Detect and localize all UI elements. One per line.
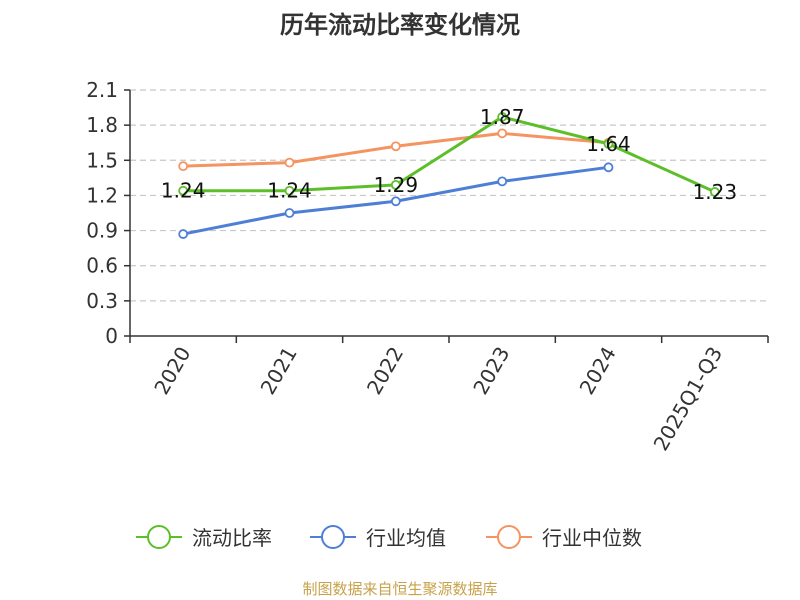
data-point-s0-2024[interactable] bbox=[603, 138, 614, 149]
data-labels: 1.24 1.24 1.29 1.87 1.64 1.23 bbox=[161, 105, 737, 204]
legend-item-0[interactable]: 流动比率 bbox=[136, 525, 272, 550]
legend-item-2[interactable]: 行业中位数 bbox=[486, 525, 642, 550]
x-tick-label-2025Q1-Q3: 2025Q1-Q3 bbox=[648, 343, 727, 455]
data-point-s2-2020[interactable] bbox=[178, 161, 189, 172]
y-tick-label: 0 bbox=[105, 324, 118, 348]
x-tick-label-2020: 2020 bbox=[149, 343, 195, 399]
data-point-s0-2020[interactable] bbox=[178, 185, 189, 196]
data-label-2021: 1.24 bbox=[267, 179, 312, 203]
legend[interactable]: 流动比率 行业均值 行业中位数 bbox=[136, 525, 642, 550]
source-note: 制图数据来自恒生聚源数据库 bbox=[302, 580, 497, 598]
y-tick-label: 0.3 bbox=[86, 289, 118, 313]
data-label-2022: 1.29 bbox=[374, 173, 419, 197]
data-label-2024: 1.64 bbox=[586, 132, 631, 156]
x-tick-label-2021: 2021 bbox=[256, 343, 302, 399]
data-label-2023: 1.87 bbox=[480, 105, 525, 129]
data-label-2020: 1.24 bbox=[161, 179, 206, 203]
data-point-s1-2023[interactable] bbox=[497, 176, 508, 187]
legend-circle-icon bbox=[321, 525, 345, 549]
y-tick-label: 0.9 bbox=[86, 219, 118, 243]
x-tick-label-2022: 2022 bbox=[362, 343, 408, 399]
data-point-s2-2021[interactable] bbox=[284, 157, 295, 168]
data-point-s1-2022[interactable] bbox=[390, 196, 401, 207]
data-point-s1-2021[interactable] bbox=[284, 208, 295, 218]
chart-title: 历年流动比率变化情况 bbox=[280, 11, 520, 39]
y-tick-label: 1.8 bbox=[86, 113, 118, 137]
y-tick-label: 1.5 bbox=[86, 148, 118, 172]
y-tick-label: 0.6 bbox=[86, 254, 118, 278]
x-tick-label-2024: 2024 bbox=[575, 343, 621, 399]
legend-circle-icon bbox=[497, 525, 521, 549]
legend-label: 行业均值 bbox=[366, 526, 446, 550]
legend-circle-icon bbox=[147, 525, 171, 549]
legend-item-1[interactable]: 行业均值 bbox=[310, 525, 446, 550]
data-point-s0-2023[interactable] bbox=[497, 112, 508, 122]
y-tick-label: 1.2 bbox=[86, 183, 118, 207]
x-tick-label-2023: 2023 bbox=[468, 342, 514, 398]
data-point-s2-2022[interactable] bbox=[390, 141, 401, 152]
data-point-s2-2023[interactable] bbox=[497, 128, 508, 139]
series-lines bbox=[178, 112, 720, 239]
y-tick-label: 2.1 bbox=[86, 78, 118, 102]
legend-label: 流动比率 bbox=[192, 526, 272, 550]
data-point-s0-2022[interactable] bbox=[390, 179, 401, 190]
data-point-s0-2025Q1-Q3[interactable] bbox=[709, 187, 720, 197]
grid-lines bbox=[130, 89, 768, 302]
data-point-s1-2024[interactable] bbox=[603, 162, 614, 173]
data-label-2025Q1-Q3: 1.23 bbox=[693, 180, 738, 204]
data-point-s0-2021[interactable] bbox=[284, 185, 295, 196]
series-line-0 bbox=[183, 115, 716, 194]
legend-label: 行业中位数 bbox=[542, 526, 642, 550]
axes: 0 0.3 0.6 0.9 1.2 1.5 1.8 2.1 2020 2021 2022 2023 20… bbox=[86, 78, 769, 455]
data-point-s1-2020[interactable] bbox=[178, 229, 189, 239]
